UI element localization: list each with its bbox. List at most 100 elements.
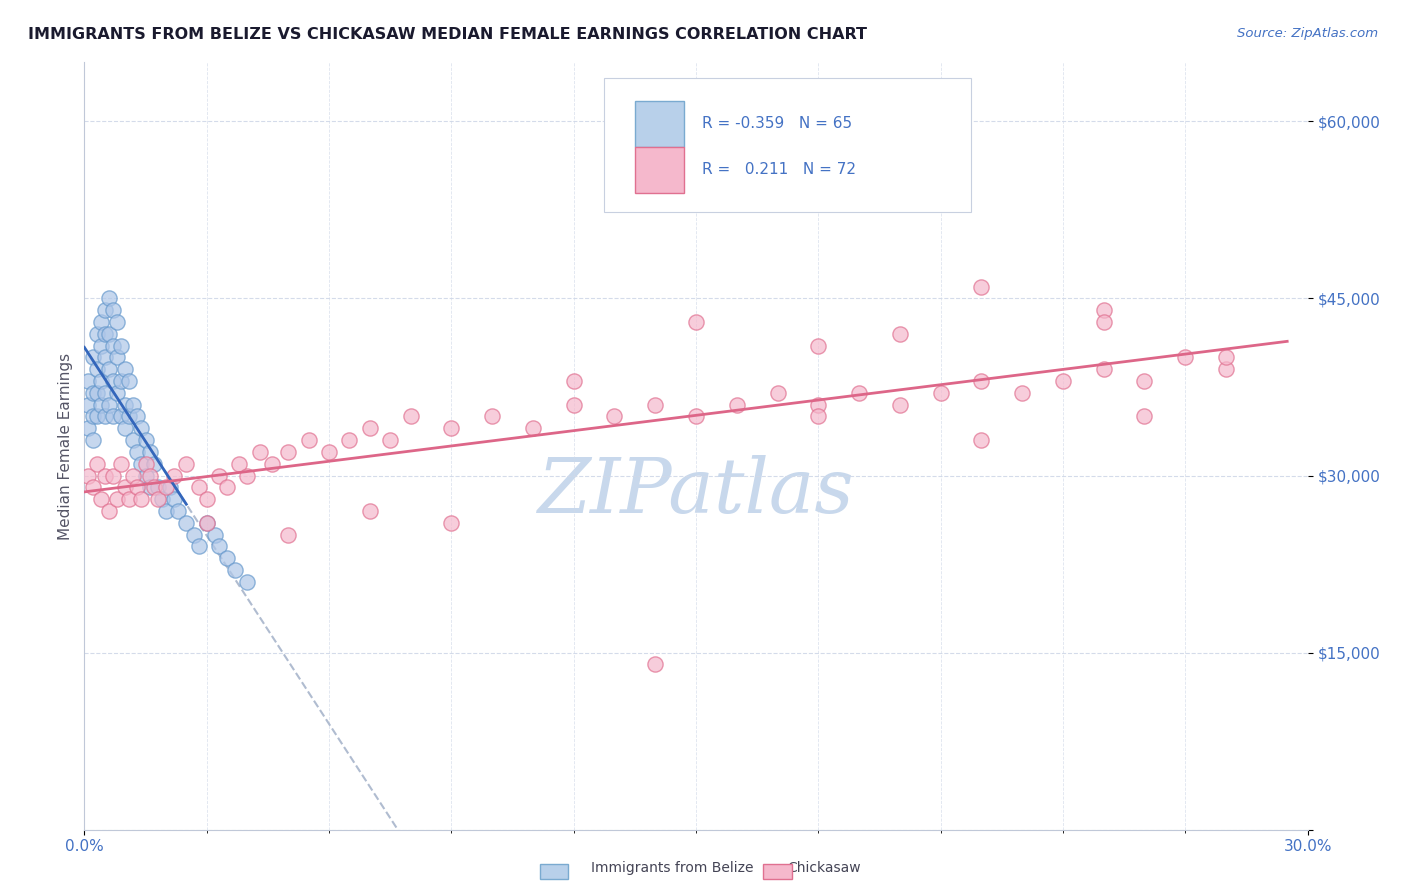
Point [101, 374, 124, 388]
Point [118, 409, 141, 424]
Y-axis label: Median Female Earnings: Median Female Earnings [58, 352, 73, 540]
Point [101, 339, 124, 353]
FancyBboxPatch shape [605, 78, 972, 212]
Point [105, 492, 128, 507]
Text: R =   0.211   N = 72: R = 0.211 N = 72 [702, 162, 856, 178]
Point [970, 374, 993, 388]
Point [97, 504, 120, 518]
Point [236, 574, 259, 589]
Point [146, 480, 169, 494]
Point [195, 516, 218, 530]
Point [90, 374, 112, 388]
Point [1174, 351, 1197, 365]
Point [1092, 362, 1115, 376]
Point [93, 351, 115, 365]
Point [249, 445, 271, 459]
Point [1133, 409, 1156, 424]
Point [90, 398, 112, 412]
Point [105, 315, 128, 329]
Point [135, 468, 157, 483]
Point [848, 385, 870, 400]
Point [142, 480, 165, 494]
Point [127, 409, 149, 424]
FancyBboxPatch shape [636, 101, 683, 147]
Point [644, 657, 666, 672]
Point [277, 527, 299, 541]
Point [138, 445, 160, 459]
Point [807, 409, 830, 424]
Point [163, 492, 186, 507]
Point [77, 374, 100, 388]
Point [105, 385, 128, 400]
Point [97, 292, 120, 306]
Point [481, 409, 503, 424]
Point [97, 326, 120, 341]
Text: ZIPatlas: ZIPatlas [537, 455, 855, 529]
Point [1052, 374, 1074, 388]
Point [889, 326, 911, 341]
Point [562, 374, 585, 388]
Point [77, 468, 100, 483]
Point [82, 351, 104, 365]
Point [155, 504, 177, 518]
Point [82, 433, 104, 447]
Point [97, 398, 120, 412]
Point [86, 385, 108, 400]
Point [105, 351, 128, 365]
Point [187, 480, 209, 494]
Point [159, 480, 181, 494]
Point [131, 421, 153, 435]
Point [150, 492, 173, 507]
Point [725, 398, 748, 412]
Text: Chickasaw: Chickasaw [787, 862, 860, 875]
Point [90, 492, 112, 507]
Point [1215, 351, 1237, 365]
Point [187, 539, 209, 553]
Point [174, 457, 197, 471]
Point [110, 409, 132, 424]
Point [195, 516, 218, 530]
Point [86, 409, 108, 424]
Point [93, 303, 115, 318]
Point [440, 516, 463, 530]
Point [298, 433, 321, 447]
Point [142, 457, 165, 471]
Point [93, 468, 115, 483]
Point [97, 362, 120, 376]
Point [766, 385, 789, 400]
Text: Immigrants from Belize: Immigrants from Belize [591, 862, 754, 875]
Point [86, 326, 108, 341]
Point [217, 551, 239, 566]
Point [138, 468, 160, 483]
Point [138, 480, 160, 494]
Point [82, 480, 104, 494]
Point [1092, 303, 1115, 318]
Point [110, 374, 132, 388]
Point [90, 315, 112, 329]
Text: R = -0.359   N = 65: R = -0.359 N = 65 [702, 116, 852, 131]
Point [208, 468, 231, 483]
Point [163, 468, 186, 483]
Point [929, 385, 952, 400]
Point [127, 445, 149, 459]
Point [146, 492, 169, 507]
Point [86, 362, 108, 376]
Text: Source: ZipAtlas.com: Source: ZipAtlas.com [1237, 27, 1378, 40]
Point [127, 480, 149, 494]
Point [114, 398, 136, 412]
Point [114, 362, 136, 376]
Point [644, 398, 666, 412]
Point [1215, 362, 1237, 376]
Point [440, 421, 463, 435]
Point [174, 516, 197, 530]
Point [135, 433, 157, 447]
Point [93, 326, 115, 341]
Point [114, 421, 136, 435]
Point [183, 527, 205, 541]
Point [131, 492, 153, 507]
Point [101, 468, 124, 483]
Point [562, 398, 585, 412]
Point [118, 492, 141, 507]
Point [135, 457, 157, 471]
Point [236, 468, 259, 483]
